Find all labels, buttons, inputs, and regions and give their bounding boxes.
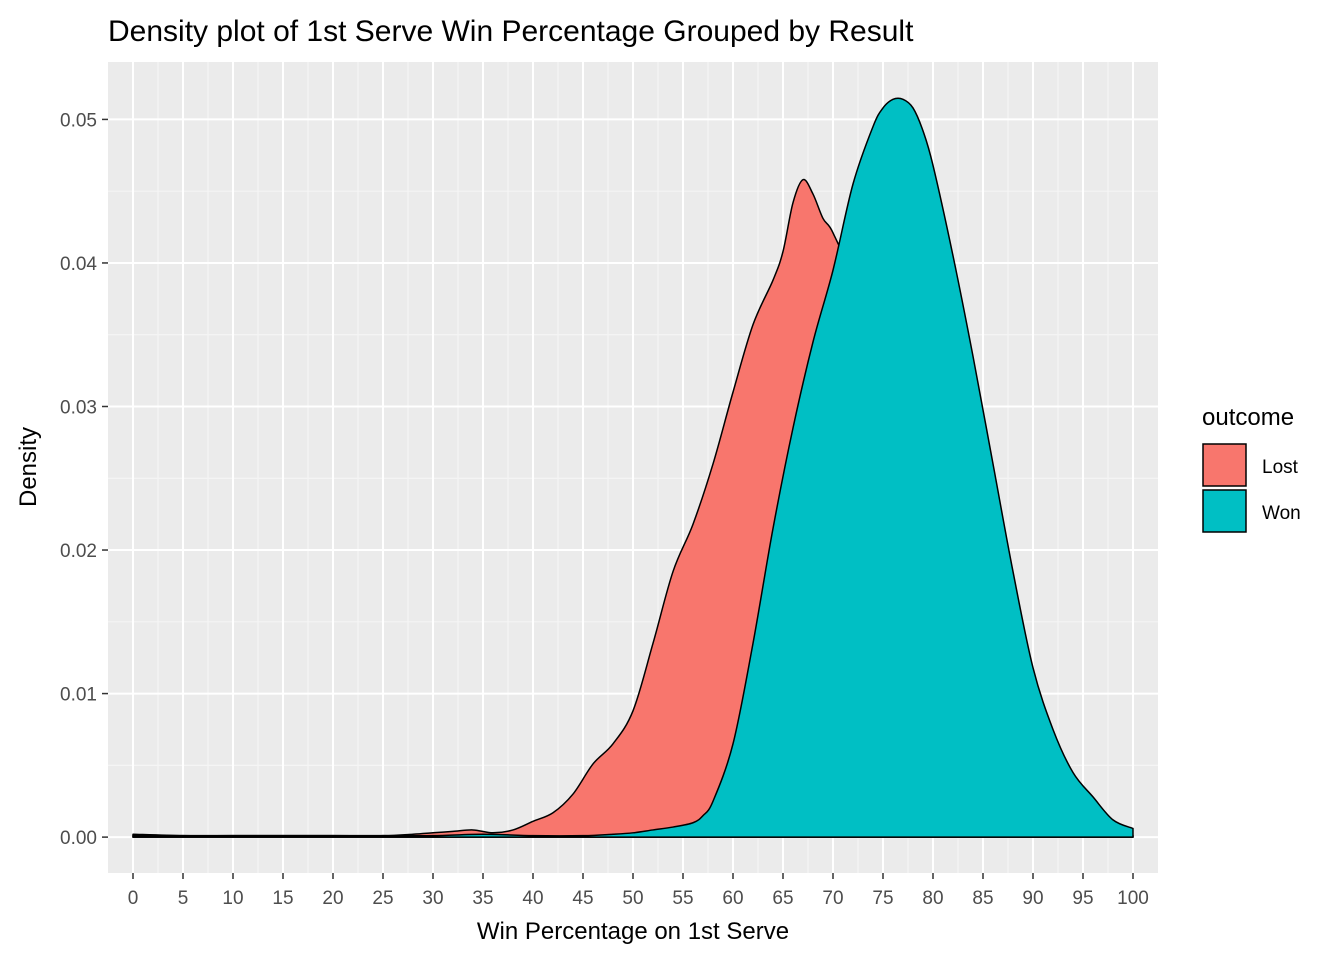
y-tick-label: 0.03 (60, 397, 97, 418)
x-tick-label: 30 (422, 888, 443, 909)
x-tick-label: 90 (1022, 888, 1043, 909)
y-tick-label: 0.00 (60, 828, 97, 849)
x-tick-label: 10 (222, 888, 243, 909)
y-tick-label: 0.05 (60, 110, 97, 131)
x-tick-label: 5 (178, 888, 189, 909)
x-tick-label: 15 (272, 888, 293, 909)
x-tick-label: 45 (572, 888, 593, 909)
x-tick-label: 80 (922, 888, 943, 909)
x-tick-label: 35 (472, 888, 493, 909)
x-tick-label: 0 (128, 888, 139, 909)
x-tick-label: 70 (822, 888, 843, 909)
x-tick-label: 55 (672, 888, 693, 909)
y-axis-title: Density (15, 427, 42, 507)
legend-title: outcome (1202, 404, 1294, 431)
x-axis-title: Win Percentage on 1st Serve (477, 918, 789, 945)
legend: outcome Lost Won (1202, 404, 1301, 533)
y-tick-label: 0.02 (60, 541, 97, 562)
y-tick-label: 0.01 (60, 685, 97, 706)
density-areas (132, 97, 1134, 838)
x-tick-label: 100 (1117, 888, 1149, 909)
y-axis: 0.00 0.01 0.02 0.03 0.04 0.05 (60, 110, 108, 849)
x-tick-label: 50 (622, 888, 643, 909)
legend-label-lost: Lost (1262, 457, 1299, 478)
x-tick-label: 85 (972, 888, 993, 909)
y-tick-label: 0.04 (60, 254, 97, 275)
x-tick-label: 60 (722, 888, 743, 909)
density-area-won (132, 97, 1134, 838)
x-tick-label: 75 (872, 888, 893, 909)
legend-label-won: Won (1262, 503, 1301, 524)
legend-key-lost (1202, 443, 1247, 487)
x-tick-label: 40 (522, 888, 543, 909)
x-tick-label: 25 (372, 888, 393, 909)
chart-title: Density plot of 1st Serve Win Percentage… (108, 15, 914, 48)
x-tick-label: 95 (1072, 888, 1093, 909)
legend-key-won (1202, 489, 1247, 533)
x-tick-label: 20 (322, 888, 343, 909)
x-axis: 0 5 10 15 20 25 30 35 40 45 50 55 60 65 70 75 80 85 90 95 10… (128, 873, 1149, 909)
x-tick-label: 65 (772, 888, 793, 909)
